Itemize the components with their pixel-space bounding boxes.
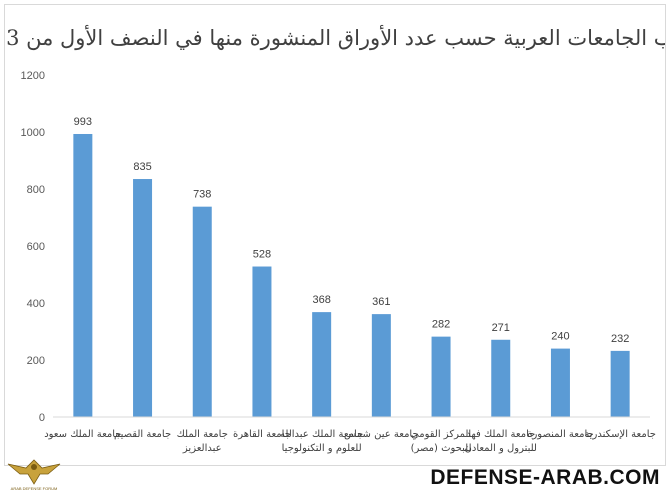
bar-value-label: 240 [551,331,569,343]
bar [73,133,93,417]
x-category-label: جامعة القصيم [114,429,171,440]
y-tick-label: 1200 [21,70,45,82]
x-category-label: جامعة الإسكندرية [584,429,656,440]
chart-frame: ترتيب الجامعات العربية حسب عدد الأوراق ا… [4,4,666,466]
bar [431,336,451,417]
logo-text: ARAB DEFENSE FORUM [11,486,58,491]
bar-value-label: 835 [133,161,151,173]
y-axis: 0 200 400 600 800 1000 1200 [21,70,45,424]
y-tick-label: 1000 [21,127,45,139]
x-category-label: جامعة الملك [177,429,228,440]
y-tick-label: 400 [27,298,45,310]
y-tick-label: 600 [27,241,45,253]
x-category-label: جامعة الملك سعود [44,429,121,440]
bar-value-label: 993 [74,116,92,128]
bar-chart: ترتيب الجامعات العربية حسب عدد الأوراق ا… [5,24,665,454]
bar [312,312,332,417]
x-category-label: جامعة الملك فهد [466,429,535,440]
x-category-label: جامعة المنصورة [527,429,593,440]
data-labels: 993 835 738 528 368 361 282 271 240 232 [74,116,630,345]
bars [73,133,630,417]
x-category-label: جامعة الملك عبدالله [280,429,363,440]
bar [550,348,570,417]
watermark: DEFENSE-ARAB.COM [430,466,660,489]
x-category-label: للعلوم و التكنولوجيا [282,443,362,454]
bar [371,314,391,417]
bar [491,339,511,417]
bar [192,206,212,417]
bar-value-label: 271 [492,322,510,334]
y-tick-label: 0 [39,412,45,424]
chart-title: ترتيب الجامعات العربية حسب عدد الأوراق ا… [5,24,665,51]
eagle-emblem-icon [7,459,61,485]
x-category-label: للبترول و المعادن [465,443,537,454]
x-category-label: المركز القومي [411,429,471,440]
bar-value-label: 368 [312,294,330,306]
x-category-label: للبحوث (مصر) [411,443,472,454]
bar [252,266,272,417]
bar-value-label: 282 [432,319,450,331]
x-category-label: جامعة عين شمس [344,429,419,440]
bar [133,179,153,417]
bar [610,350,630,417]
y-tick-label: 200 [27,355,45,367]
x-category-label: عبدالعزيز [182,443,222,454]
y-tick-label: 800 [27,184,45,196]
bar-value-label: 738 [193,189,211,201]
bar-value-label: 232 [611,333,629,345]
logo: ARAB DEFENSE FORUM [4,450,64,492]
bar-value-label: 528 [253,249,271,261]
bar-value-label: 361 [372,296,390,308]
x-category-label: جامعة القاهرة [233,429,291,440]
